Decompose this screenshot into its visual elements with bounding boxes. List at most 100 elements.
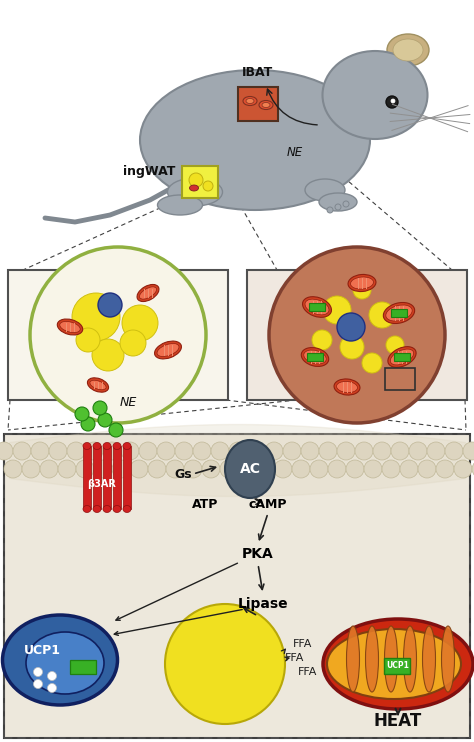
Circle shape — [22, 460, 40, 478]
Ellipse shape — [323, 619, 473, 709]
Circle shape — [120, 330, 146, 356]
Circle shape — [362, 353, 382, 373]
Ellipse shape — [139, 287, 156, 299]
Circle shape — [337, 313, 365, 341]
Ellipse shape — [140, 70, 370, 210]
Ellipse shape — [93, 505, 101, 513]
Ellipse shape — [103, 442, 111, 450]
Ellipse shape — [384, 626, 398, 692]
Ellipse shape — [305, 299, 329, 315]
Bar — [182, 166, 218, 198]
Ellipse shape — [388, 347, 416, 367]
Ellipse shape — [319, 193, 357, 211]
Ellipse shape — [157, 195, 202, 215]
Circle shape — [310, 460, 328, 478]
Text: Gs: Gs — [174, 467, 192, 481]
Circle shape — [0, 442, 13, 460]
Bar — [70, 660, 96, 674]
Circle shape — [193, 442, 211, 460]
Circle shape — [30, 247, 206, 423]
Ellipse shape — [155, 341, 182, 359]
Circle shape — [353, 281, 371, 299]
Text: FFA: FFA — [293, 639, 312, 649]
Circle shape — [391, 442, 409, 460]
Circle shape — [265, 442, 283, 460]
Circle shape — [346, 460, 364, 478]
Ellipse shape — [322, 51, 428, 139]
Bar — [309, 303, 325, 311]
Bar — [385, 368, 415, 390]
Circle shape — [157, 442, 175, 460]
Circle shape — [301, 442, 319, 460]
Circle shape — [34, 668, 43, 677]
Circle shape — [220, 460, 238, 478]
Ellipse shape — [90, 380, 106, 390]
Ellipse shape — [2, 615, 118, 705]
Circle shape — [386, 336, 404, 354]
Circle shape — [463, 442, 474, 460]
Ellipse shape — [123, 442, 131, 450]
Bar — [394, 353, 410, 361]
Ellipse shape — [346, 626, 359, 692]
Circle shape — [166, 460, 184, 478]
Circle shape — [256, 460, 274, 478]
Ellipse shape — [327, 629, 461, 699]
Circle shape — [58, 460, 76, 478]
Ellipse shape — [246, 99, 254, 103]
Bar — [391, 309, 407, 317]
Circle shape — [76, 460, 94, 478]
Circle shape — [327, 207, 333, 213]
Circle shape — [202, 460, 220, 478]
Circle shape — [386, 96, 398, 108]
Circle shape — [283, 442, 301, 460]
Ellipse shape — [391, 349, 414, 365]
Circle shape — [382, 460, 400, 478]
Bar — [238, 87, 278, 121]
Circle shape — [312, 330, 332, 350]
Circle shape — [34, 680, 43, 689]
Circle shape — [292, 460, 310, 478]
Circle shape — [139, 442, 157, 460]
Circle shape — [121, 442, 139, 460]
Circle shape — [81, 417, 95, 431]
Circle shape — [98, 413, 112, 427]
Circle shape — [4, 460, 22, 478]
Circle shape — [400, 460, 418, 478]
Circle shape — [76, 328, 100, 352]
Bar — [123, 446, 131, 509]
Circle shape — [184, 460, 202, 478]
Circle shape — [94, 460, 112, 478]
Circle shape — [409, 442, 427, 460]
Ellipse shape — [387, 34, 429, 66]
Text: Lipase: Lipase — [237, 597, 288, 611]
Ellipse shape — [441, 626, 455, 692]
Circle shape — [369, 302, 395, 328]
Ellipse shape — [337, 381, 357, 393]
Circle shape — [269, 247, 445, 423]
Circle shape — [49, 442, 67, 460]
Text: NE: NE — [287, 145, 303, 159]
Text: UCP1: UCP1 — [387, 662, 410, 671]
Ellipse shape — [348, 275, 376, 292]
Bar — [8, 270, 228, 400]
Text: UCP1: UCP1 — [24, 643, 61, 657]
Circle shape — [274, 460, 292, 478]
Circle shape — [203, 181, 213, 191]
Bar — [4, 434, 470, 738]
Ellipse shape — [422, 626, 436, 692]
Ellipse shape — [301, 347, 329, 367]
Text: NE: NE — [120, 395, 137, 409]
Circle shape — [323, 296, 351, 324]
Circle shape — [337, 442, 355, 460]
Circle shape — [47, 683, 56, 692]
Ellipse shape — [157, 344, 179, 356]
Ellipse shape — [113, 505, 121, 513]
Ellipse shape — [26, 632, 104, 694]
Text: cAMP: cAMP — [249, 497, 287, 510]
Ellipse shape — [262, 102, 270, 108]
Text: PKA: PKA — [242, 547, 274, 561]
Circle shape — [98, 293, 122, 317]
Circle shape — [340, 335, 364, 359]
Ellipse shape — [83, 442, 91, 450]
Circle shape — [103, 442, 121, 460]
